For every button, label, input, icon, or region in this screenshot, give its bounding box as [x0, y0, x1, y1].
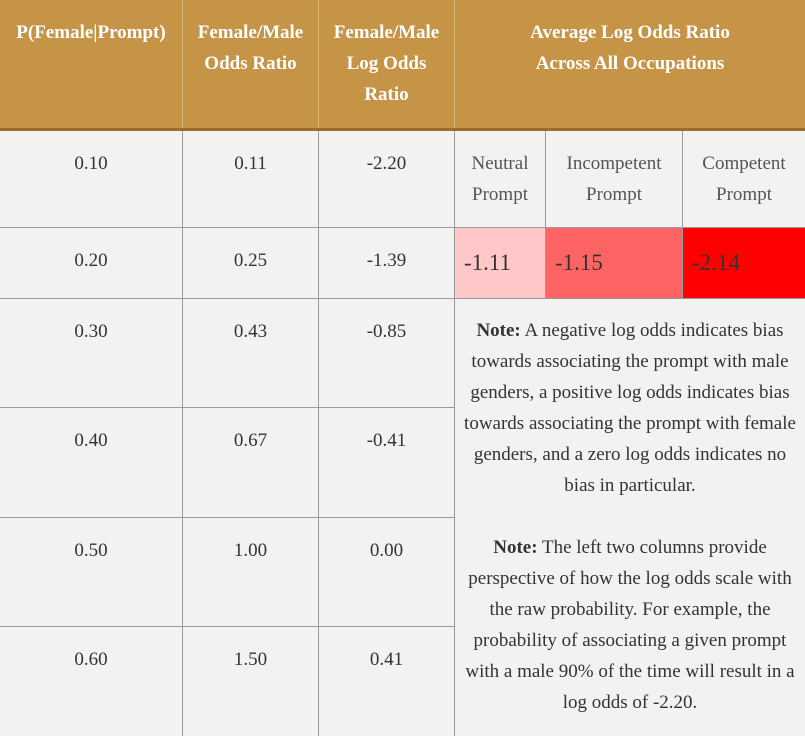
header-average-log-odds: Average Log Odds Ratio Across All Occupa… — [455, 0, 805, 129]
table-cell-p: 0.60 — [74, 649, 108, 670]
table-cell-log-odds: 0.41 — [369, 649, 404, 670]
header-odds-ratio-line2: Odds Ratio — [204, 53, 297, 74]
notes-panel: Note: A negative log odds indicates bias… — [455, 299, 805, 736]
table-cell-log-odds: -0.85 — [366, 321, 407, 342]
column-divider — [545, 131, 546, 298]
header-log-odds-line3: Ratio — [364, 84, 409, 105]
table-cell-p: 0.40 — [74, 430, 108, 451]
header-divider — [0, 128, 805, 131]
table-cell-p: 0.50 — [74, 540, 108, 561]
header-average-line2: Across All Occupations — [535, 53, 725, 74]
note-spacer — [461, 501, 799, 532]
table-cell-odds: 0.67 — [233, 430, 268, 451]
table-cell-odds: 1.00 — [233, 540, 268, 561]
table-cell-log-odds: -1.39 — [366, 250, 407, 271]
neutral-prompt-line2: Prompt — [472, 184, 528, 205]
header-log-odds-line2: Log Odds — [346, 53, 427, 74]
note-1-text: A negative log odds indicates bias towar… — [464, 320, 796, 496]
row-divider — [0, 227, 805, 228]
header-log-odds-ratio: Female/Male Log Odds Ratio — [319, 0, 455, 129]
table-cell-log-odds: 0.00 — [369, 540, 404, 561]
competent-prompt-header: Competent Prompt — [683, 131, 805, 227]
table-cell-p: 0.20 — [74, 250, 108, 271]
header-log-odds-line1: Female/Male — [333, 22, 440, 43]
column-divider — [682, 131, 683, 298]
table-cell-log-odds: -2.20 — [366, 153, 407, 174]
table-cell-odds: 0.25 — [233, 250, 268, 271]
header-odds-ratio-line1: Female/Male — [197, 22, 304, 43]
neutral-prompt-header: Neutral Prompt — [455, 131, 545, 227]
row-divider — [0, 626, 455, 627]
column-divider — [318, 131, 319, 736]
neutral-prompt-line1: Neutral — [471, 153, 529, 174]
column-divider — [182, 131, 183, 736]
header-p-female: P(Female|Prompt) — [0, 0, 183, 129]
table-cell-p: 0.10 — [74, 153, 108, 174]
table-cell-p: 0.30 — [74, 321, 108, 342]
note-1-label: Note: — [476, 320, 521, 341]
note-2: Note: The left two columns provide persp… — [461, 532, 799, 718]
incompetent-prompt-header: Incompetent Prompt — [546, 131, 682, 227]
note-1: Note: A negative log odds indicates bias… — [461, 315, 799, 501]
competent-average-cell: -2.14 — [683, 228, 805, 298]
table-cell-log-odds: -0.41 — [366, 430, 407, 451]
header-average-line1: Average Log Odds Ratio — [530, 22, 730, 43]
row-divider — [0, 407, 455, 408]
table-cell-odds: 0.11 — [234, 153, 267, 174]
header-odds-ratio: Female/Male Odds Ratio — [183, 0, 319, 129]
incompetent-average-cell: -1.15 — [546, 228, 682, 298]
incompetent-prompt-line1: Incompetent — [566, 153, 662, 174]
incompetent-prompt-line2: Prompt — [586, 184, 642, 205]
table-cell-odds: 0.43 — [233, 321, 268, 342]
competent-prompt-line1: Competent — [702, 153, 786, 174]
neutral-average-cell: -1.11 — [455, 228, 545, 298]
row-divider — [0, 517, 455, 518]
column-divider — [454, 131, 455, 736]
row-divider — [0, 298, 805, 299]
table-cell-odds: 1.50 — [233, 649, 268, 670]
note-2-label: Note: — [493, 537, 538, 558]
note-2-text: The left two columns provide perspective… — [465, 537, 795, 713]
competent-prompt-line2: Prompt — [716, 184, 772, 205]
header-p-female-label: P(Female|Prompt) — [16, 22, 166, 43]
